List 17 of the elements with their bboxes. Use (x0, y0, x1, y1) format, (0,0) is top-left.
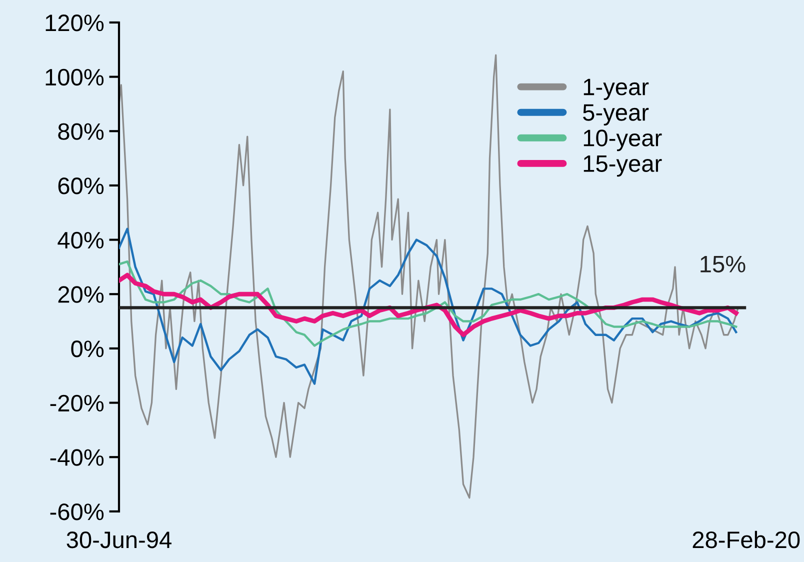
y-tick-label: 120% (46, 14, 104, 32)
legend-label: 10-year (584, 130, 662, 152)
y-tick-label: 60% (58, 178, 104, 194)
legend-label: 15-year (584, 155, 662, 177)
x-tick-label: 28-Feb-20 (692, 530, 800, 548)
y-tick-label: 100% (46, 68, 104, 86)
y-tick-label: 0% (71, 340, 104, 358)
legend-label: 5-year (583, 104, 649, 126)
x-tick-label: 30-Jun-94 (66, 531, 172, 548)
y-tick-label: 80% (58, 123, 104, 140)
y-tick-label: -60% (50, 503, 104, 520)
y-tick-label: 40% (58, 232, 104, 249)
legend-label: 1-year (584, 78, 649, 100)
ref-line-label: 15% (700, 256, 746, 272)
y-tick-label: -20% (50, 394, 104, 412)
y-tick-label: 20% (58, 286, 104, 303)
y-tick-label: -40% (50, 449, 104, 466)
